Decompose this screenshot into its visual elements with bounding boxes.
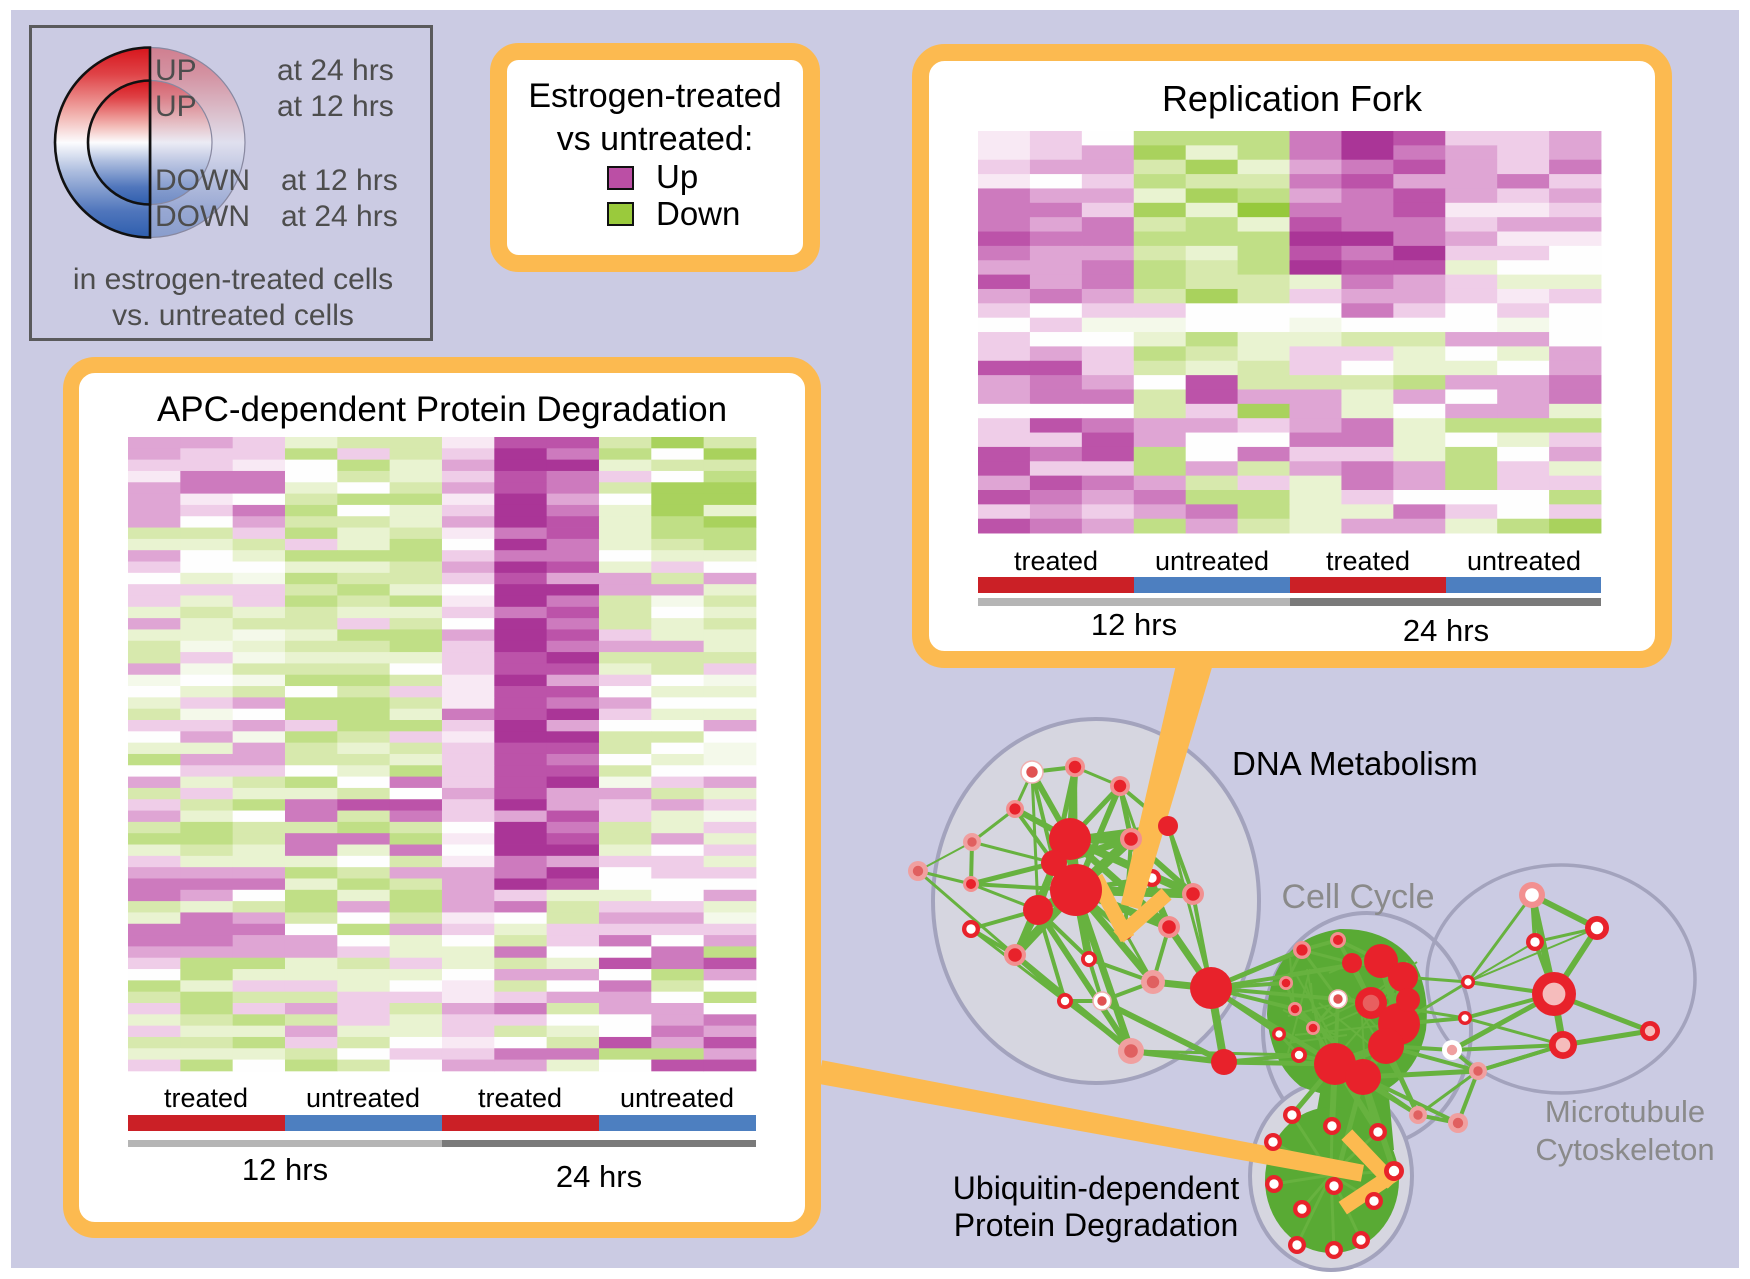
svg-text:at 24 hrs: at 24 hrs bbox=[281, 200, 398, 233]
svg-text:12 hrs: 12 hrs bbox=[242, 1152, 328, 1187]
svg-text:treated: treated bbox=[1326, 546, 1410, 576]
svg-text:DNA Metabolism: DNA Metabolism bbox=[1232, 745, 1478, 782]
svg-text:at 24 hrs: at 24 hrs bbox=[277, 54, 394, 87]
svg-text:12 hrs: 12 hrs bbox=[1091, 607, 1177, 642]
svg-text:vs. untreated cells: vs. untreated cells bbox=[112, 299, 354, 332]
svg-text:UP: UP bbox=[155, 90, 197, 123]
svg-text:UP: UP bbox=[155, 54, 197, 87]
svg-text:untreated: untreated bbox=[1155, 546, 1269, 576]
svg-text:at 12 hrs: at 12 hrs bbox=[281, 164, 398, 197]
svg-text:Replication Fork: Replication Fork bbox=[1162, 78, 1423, 119]
svg-text:Cell Cycle: Cell Cycle bbox=[1281, 878, 1434, 916]
svg-text:Microtubule: Microtubule bbox=[1545, 1094, 1705, 1129]
svg-text:Down: Down bbox=[656, 195, 740, 232]
svg-text:24 hrs: 24 hrs bbox=[1403, 613, 1489, 648]
svg-text:Up: Up bbox=[656, 158, 698, 195]
svg-text:vs untreated:: vs untreated: bbox=[557, 120, 754, 158]
svg-text:Protein Degradation: Protein Degradation bbox=[954, 1207, 1239, 1243]
svg-text:Ubiquitin-dependent: Ubiquitin-dependent bbox=[953, 1170, 1240, 1206]
svg-text:DOWN: DOWN bbox=[155, 164, 250, 197]
svg-text:treated: treated bbox=[1014, 546, 1098, 576]
svg-text:Estrogen-treated: Estrogen-treated bbox=[528, 77, 781, 115]
svg-text:DOWN: DOWN bbox=[155, 200, 250, 233]
svg-text:in estrogen-treated cells: in estrogen-treated cells bbox=[73, 263, 393, 296]
svg-text:treated: treated bbox=[164, 1083, 248, 1113]
svg-text:untreated: untreated bbox=[306, 1083, 420, 1113]
svg-text:untreated: untreated bbox=[620, 1083, 734, 1113]
svg-text:treated: treated bbox=[478, 1083, 562, 1113]
svg-text:at 12 hrs: at 12 hrs bbox=[277, 90, 394, 123]
svg-text:Cytoskeleton: Cytoskeleton bbox=[1535, 1132, 1714, 1167]
svg-text:untreated: untreated bbox=[1467, 546, 1581, 576]
svg-text:24 hrs: 24 hrs bbox=[556, 1159, 642, 1194]
svg-text:APC-dependent Protein Degradat: APC-dependent Protein Degradation bbox=[157, 390, 727, 429]
